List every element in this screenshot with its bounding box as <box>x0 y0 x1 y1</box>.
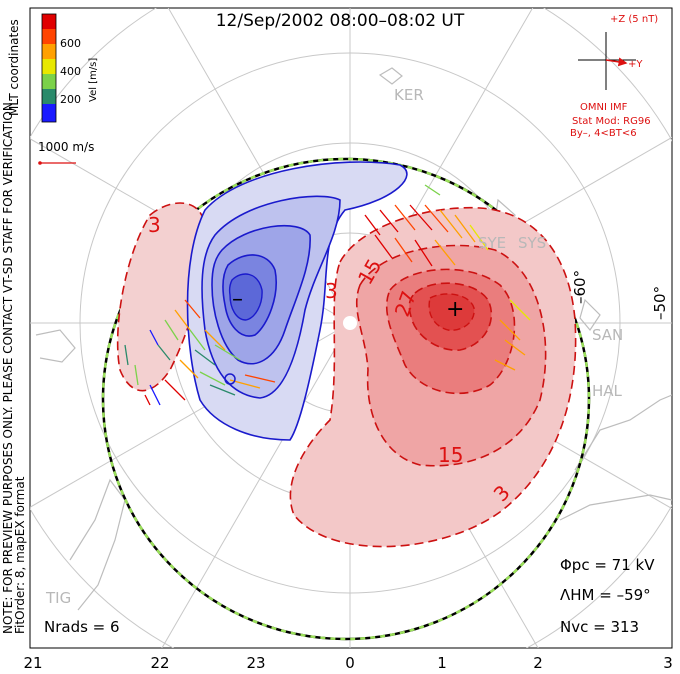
cross-polar-cap-potential: Φpc = 71 kV <box>560 556 655 574</box>
imf-model: Stat Mod: RG96 <box>572 116 651 127</box>
mlt-tick-22: 22 <box>150 654 169 672</box>
mlt-tick-3: 3 <box>663 654 673 672</box>
mlt-tick-23: 23 <box>246 654 265 672</box>
colorbar-swatch <box>42 14 56 29</box>
colorbar-swatch <box>42 29 56 44</box>
contour-label-3a: 3 <box>325 279 338 303</box>
pole-marker <box>343 316 357 330</box>
statistics: Φpc = 71 kV ΛHM = –59° Nvc = 313 Nrads =… <box>44 556 655 636</box>
station-sys: SYS <box>518 234 546 252</box>
positive-cell-peak <box>428 293 475 331</box>
colorbar-tick-200: 200 <box>60 93 81 106</box>
imf-source: OMNI IMF <box>580 102 628 113</box>
imf-vector-arrow <box>605 57 628 67</box>
mlt-axis: 21 22 23 0 1 2 3 <box>23 654 672 672</box>
radar-count: Nrads = 6 <box>44 618 120 636</box>
station-san: SAN <box>592 326 623 344</box>
mlt-tick-2: 2 <box>533 654 543 672</box>
contour-label-15b: 15 <box>438 443 463 467</box>
velocity-scale-label: 1000 m/s <box>38 140 94 154</box>
latitude-label-50: –50° <box>651 286 669 320</box>
coordinate-system-label: MLT coordinates <box>7 19 21 116</box>
station-sye: SYE <box>478 234 506 252</box>
mlt-tick-1: 1 <box>437 654 447 672</box>
imf-panel: +Z (5 nT) +Y OMNI IMF Stat Mod: RG96 By–… <box>570 14 658 139</box>
imf-y-label: +Y <box>628 59 643 70</box>
hm-boundary-latitude: ΛHM = –59° <box>560 586 651 604</box>
imf-condition: By–, 4<BT<6 <box>570 128 637 139</box>
contour-label-neg: 3 <box>148 213 161 237</box>
map-title: 12/Sep/2002 08:00–08:02 UT <box>216 11 465 31</box>
vector-count: Nvc = 313 <box>560 618 639 636</box>
mlt-tick-0: 0 <box>345 654 355 672</box>
colorbar-swatch <box>42 74 56 89</box>
dawn-reference-circle <box>224 373 236 385</box>
station-tig: TIG <box>45 589 71 607</box>
preview-note: NOTE: FOR PREVIEW PURPOSES ONLY. PLEASE … <box>1 98 15 634</box>
colorbar-swatch <box>42 104 56 122</box>
velocity-vectors-dusk <box>364 184 531 371</box>
potential-min-marker: – <box>232 287 243 312</box>
imf-z-label: +Z (5 nT) <box>610 14 658 25</box>
latitude-label-60: –60° <box>571 270 589 304</box>
colorbar: 600 400 200 Vel [m/s] <box>41 13 99 123</box>
mlt-tick-21: 21 <box>23 654 42 672</box>
velocity-scale-origin <box>38 161 42 165</box>
hm-boundary-dashes <box>101 157 591 641</box>
extrema-markers: – + <box>232 287 464 322</box>
colorbar-tick-400: 400 <box>60 65 81 78</box>
colorbar-swatch <box>42 89 56 104</box>
station-hal: HAL <box>592 382 623 400</box>
potential-max-marker: + <box>446 297 464 322</box>
negative-cell-peak <box>228 273 263 321</box>
station-ker: KER <box>394 86 424 104</box>
colorbar-swatch <box>42 59 56 74</box>
fit-order-note: FitOrder: 8, mapEX format <box>13 476 27 634</box>
colorbar-swatch <box>42 44 56 59</box>
secondary-cell <box>116 202 206 392</box>
station-labels: KER SYE SYS SAN HAL TIG <box>45 86 623 607</box>
colorbar-tick-600: 600 <box>60 37 81 50</box>
colorbar-label: Vel [m/s] <box>88 58 99 102</box>
